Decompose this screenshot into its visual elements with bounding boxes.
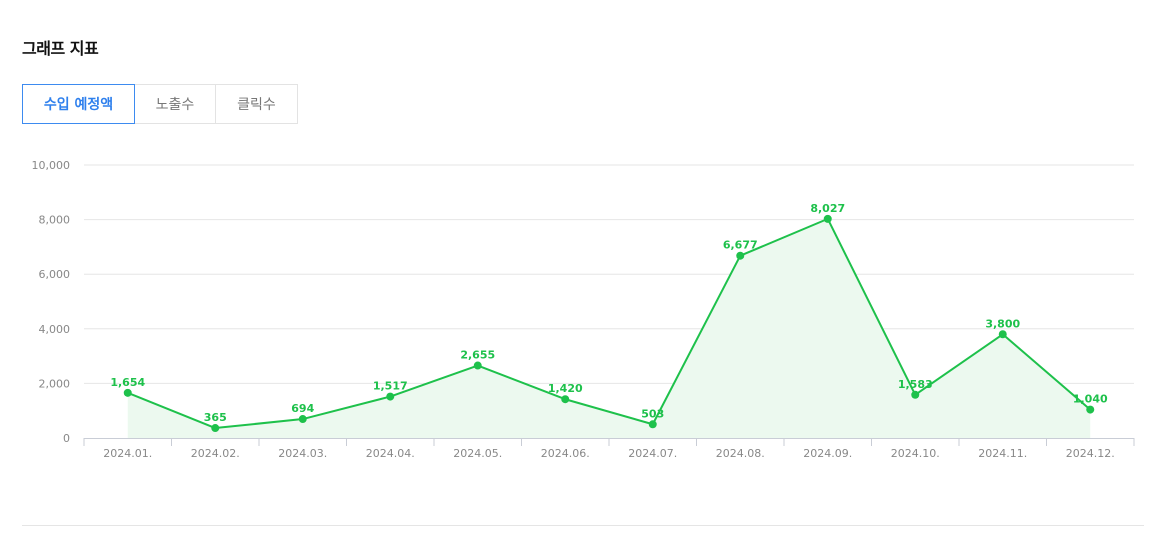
- data-label: 3,800: [985, 317, 1020, 330]
- x-tick-label: 2024.03.: [278, 447, 327, 460]
- x-tick-label: 2024.04.: [366, 447, 415, 460]
- x-tick-label: 2024.07.: [628, 447, 677, 460]
- x-tick-label: 2024.12.: [1066, 447, 1115, 460]
- x-axis: 2024.01. 2024.02. 2024.03. 2024.04. 2024.05.…: [83, 438, 1135, 460]
- data-point: [561, 395, 570, 404]
- data-label: 365: [204, 411, 227, 424]
- data-point: [736, 251, 745, 260]
- data-point: [123, 388, 132, 397]
- y-tick-label: 6,000: [39, 268, 71, 281]
- data-point: [648, 420, 657, 429]
- data-label: 2,655: [460, 349, 495, 362]
- y-tick-label: 8,000: [39, 214, 71, 227]
- y-tick-label: 10,000: [32, 159, 71, 172]
- series-line: [127, 217, 1091, 430]
- data-label: 1,517: [373, 380, 408, 393]
- data-label: 694: [291, 402, 314, 415]
- x-tick-label: 2024.05.: [453, 447, 502, 460]
- grid-lines: [84, 164, 1134, 384]
- page-title: 그래프 지표: [22, 39, 99, 58]
- data-label: 503: [641, 407, 664, 420]
- x-tick-label: 2024.02.: [191, 447, 240, 460]
- data-point: [298, 415, 307, 424]
- x-tick-label: 2024.06.: [541, 447, 590, 460]
- data-point: [911, 390, 920, 399]
- data-label: 1,654: [110, 376, 145, 389]
- y-tick-label: 0: [63, 432, 70, 445]
- y-tick-label: 4,000: [39, 323, 71, 336]
- area-fill: [127, 218, 1091, 438]
- data-point: [473, 361, 482, 370]
- x-tick-label: 2024.11.: [978, 447, 1027, 460]
- x-tick-label: 2024.09.: [803, 447, 852, 460]
- data-points: [123, 214, 1095, 433]
- bottom-divider: [22, 525, 1144, 526]
- data-point: [211, 424, 220, 433]
- data-labels: 1,654 365 694 1,517 2,655 1,420 503 6,677 8,027 1…: [110, 202, 1108, 424]
- x-tick-label: 2024.10.: [891, 447, 940, 460]
- y-axis-labels: 0 2,000 4,000 6,000 8,000 10,000: [32, 159, 71, 445]
- x-tick-label: 2024.08.: [716, 447, 765, 460]
- data-label: 1,420: [548, 382, 583, 395]
- metric-tabs: 수입 예정액 노출수 클릭수: [22, 84, 298, 124]
- data-label: 8,027: [810, 202, 845, 215]
- y-tick-label: 2,000: [39, 377, 71, 390]
- data-point: [823, 214, 832, 223]
- tab-clicks[interactable]: 클릭수: [215, 84, 298, 124]
- series-area: [127, 218, 1091, 438]
- data-point: [998, 330, 1007, 339]
- data-point: [386, 392, 395, 401]
- data-label: 6,677: [723, 239, 758, 252]
- data-point: [1086, 405, 1095, 414]
- series-path: [127, 217, 1091, 430]
- data-label: 1,583: [898, 378, 933, 391]
- data-label: 1,040: [1073, 393, 1108, 406]
- x-tick-label: 2024.01.: [103, 447, 152, 460]
- tab-expected-revenue[interactable]: 수입 예정액: [22, 84, 135, 124]
